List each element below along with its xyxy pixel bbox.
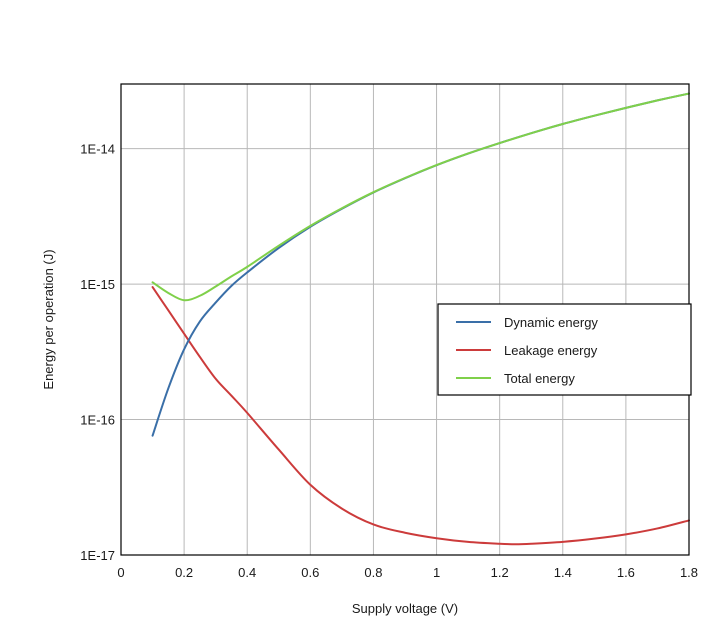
y-tick-label: 1E-15	[80, 277, 115, 292]
legend-label-leakage-energy: Leakage energy	[504, 343, 598, 358]
x-tick-label: 1	[433, 565, 440, 580]
x-tick-labels: 0 0.2 0.4 0.6 0.8 1 1.2 1.4 1.6 1.8	[117, 565, 698, 580]
x-tick-label: 0.4	[238, 565, 256, 580]
legend: Dynamic energy Leakage energy Total energy	[437, 303, 692, 396]
y-axis-label: Energy per operation (J)	[41, 249, 56, 389]
x-tick-label: 0.8	[364, 565, 382, 580]
x-tick-label: 1.8	[680, 565, 698, 580]
x-tick-label: 0	[117, 565, 124, 580]
series-line-total-energy	[151, 92, 690, 302]
y-tick-labels: 1E-17 1E-16 1E-15 1E-14	[80, 142, 115, 563]
legend-label-total-energy: Total energy	[504, 371, 575, 386]
series-lines	[151, 92, 690, 546]
y-tick-label: 1E-16	[80, 413, 115, 428]
y-tick-label: 1E-17	[80, 548, 115, 563]
legend-label-dynamic-energy: Dynamic energy	[504, 315, 598, 330]
x-tick-label: 0.2	[175, 565, 193, 580]
x-tick-label: 1.6	[617, 565, 635, 580]
y-tick-label: 1E-14	[80, 142, 115, 157]
x-tick-label: 1.4	[554, 565, 572, 580]
x-tick-label: 1.2	[491, 565, 509, 580]
x-axis-label: Supply voltage (V)	[352, 601, 458, 616]
x-tick-label: 0.6	[301, 565, 319, 580]
series-line-leakage-energy	[151, 286, 690, 546]
